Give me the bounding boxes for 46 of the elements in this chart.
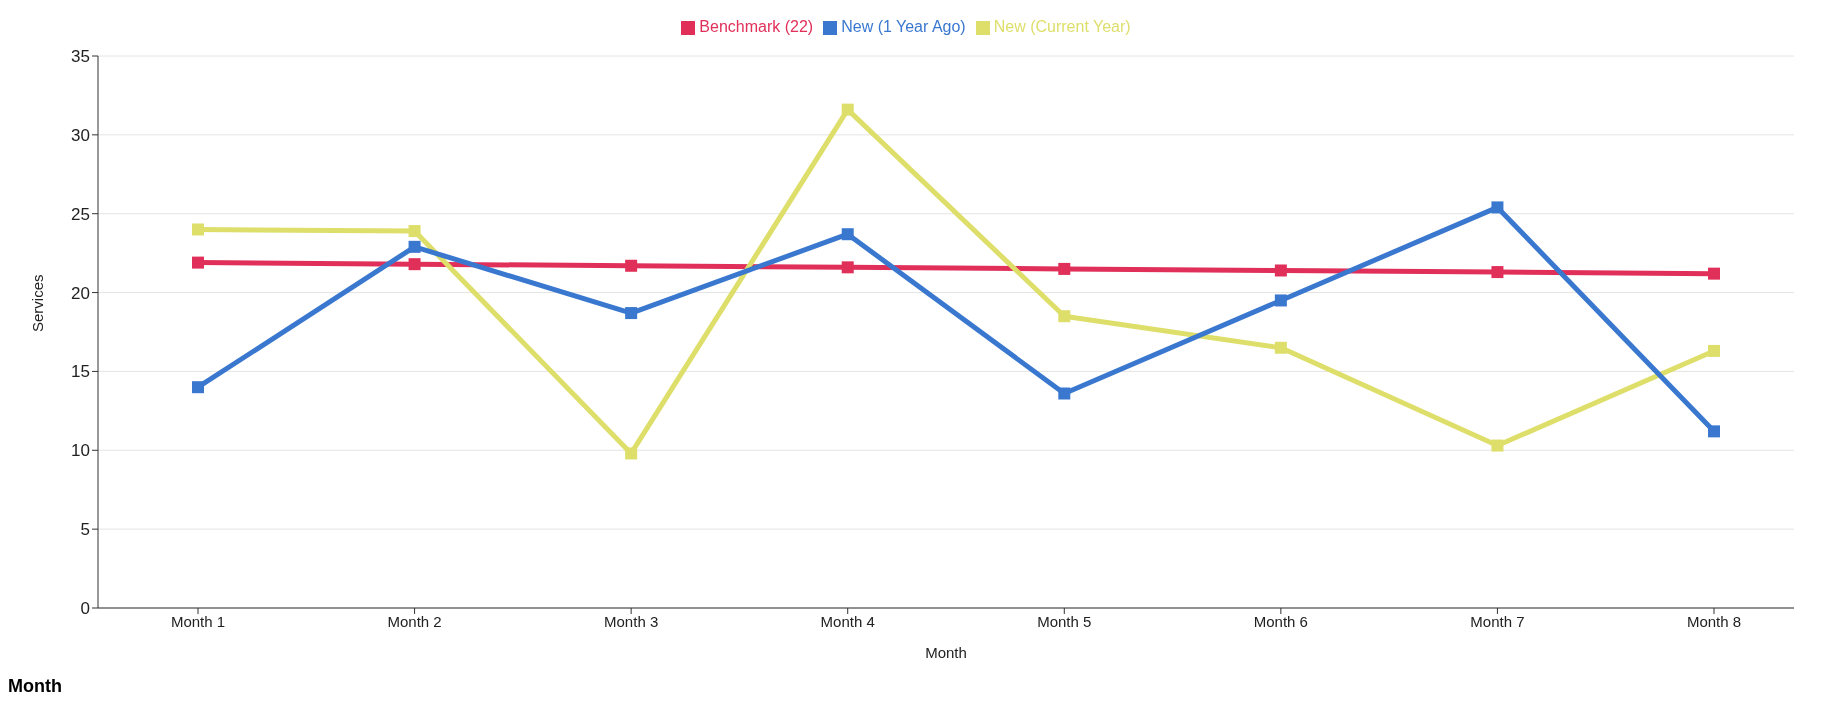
point [1274, 264, 1287, 277]
point [1058, 387, 1071, 400]
y-tick-label: 5 [80, 520, 90, 540]
legend-label: New (Current Year) [993, 18, 1131, 35]
point [1274, 341, 1287, 354]
point [192, 223, 204, 236]
x-tick-label: Month 1 [170, 612, 226, 630]
point [625, 259, 638, 272]
point [408, 258, 421, 271]
point [841, 228, 854, 241]
point [1274, 294, 1287, 307]
y-tick-label: 25 [71, 204, 90, 224]
point [1708, 267, 1720, 280]
y-tick-label: 20 [71, 283, 90, 303]
x-tick-label: Month 6 [1253, 612, 1308, 630]
x-tick-label: Month 8 [1686, 612, 1742, 630]
point [1491, 439, 1504, 452]
point [1708, 344, 1720, 357]
point [1491, 201, 1504, 214]
x-tick-label: Month 3 [604, 612, 659, 630]
text: Month [8, 676, 62, 697]
x-axis-title: Month [925, 644, 967, 661]
point [1058, 262, 1071, 275]
point [625, 307, 638, 320]
y-tick-label: 30 [71, 125, 90, 145]
point [1058, 310, 1071, 323]
y-tick-label: 0 [80, 599, 90, 619]
y-tick-label: 35 [71, 47, 90, 67]
point [1708, 425, 1720, 438]
y-tick-label: 10 [71, 441, 90, 461]
point [408, 225, 421, 238]
point [192, 256, 204, 269]
point [1491, 266, 1504, 279]
point [841, 103, 854, 116]
point [625, 447, 638, 460]
x-tick-label: Month 5 [1037, 612, 1092, 630]
x-tick-label: Month 7 [1470, 612, 1525, 630]
y-tick-label: 15 [71, 362, 90, 382]
point [192, 381, 204, 394]
legend-label: Benchmark (22) [699, 18, 814, 35]
legend-label: New (1 Year Ago) [841, 18, 966, 35]
x-tick-label: Month 4 [820, 612, 875, 630]
y-axis-title: Services [29, 274, 47, 332]
point [408, 240, 421, 253]
point [841, 261, 854, 274]
x-tick-label: Month 2 [387, 612, 442, 630]
